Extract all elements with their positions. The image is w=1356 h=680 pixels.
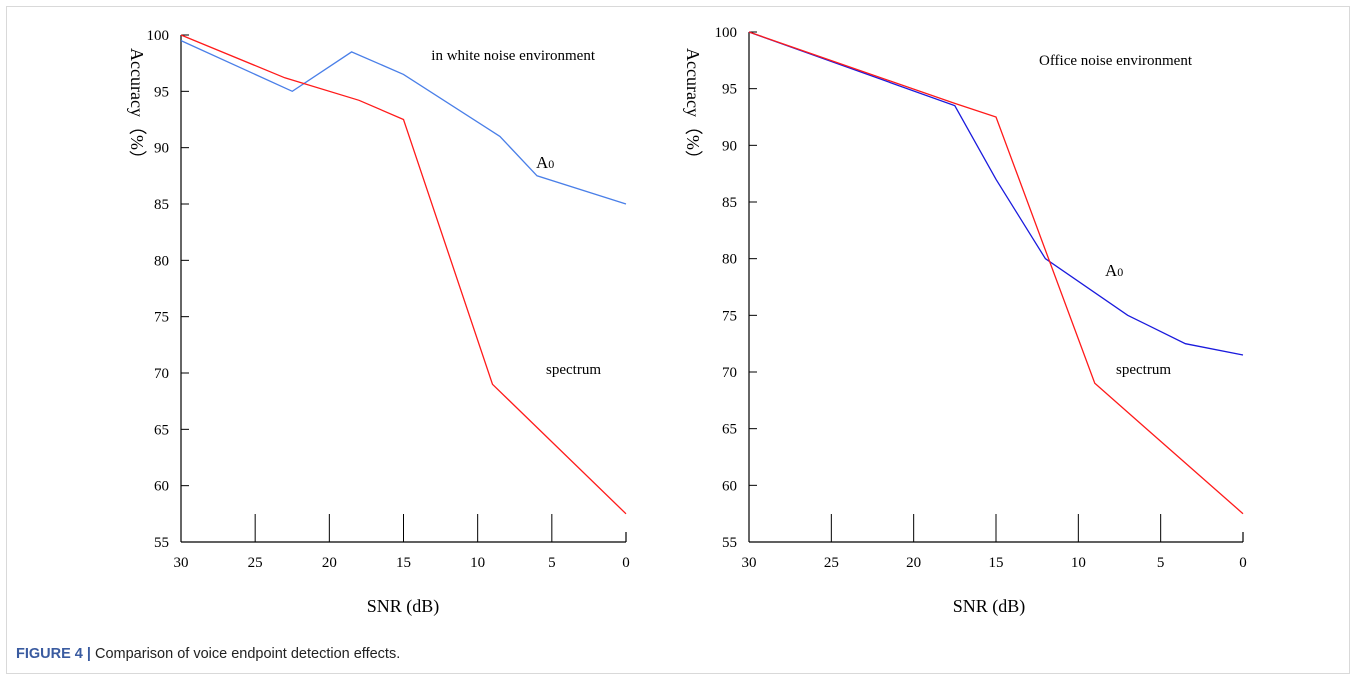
series-line-a0 [748, 31, 1244, 356]
y-tick-label: 55 [154, 535, 169, 551]
chart-annotation: in white noise environment [431, 48, 596, 64]
x-tick-label: 15 [989, 555, 1004, 571]
y-tick-label: 85 [722, 195, 737, 211]
y-tick-label: 60 [722, 478, 737, 494]
x-tick-label: 5 [1157, 555, 1165, 571]
y-tick-label: 65 [722, 422, 737, 438]
x-tick-label: 30 [742, 555, 757, 571]
y-axis-label: Accuracy（%） [127, 48, 147, 168]
chart-annotation: Office noise environment [1039, 53, 1193, 69]
y-tick-label: 90 [722, 138, 737, 154]
series-line-a0 [180, 40, 627, 205]
chart-office-noise: 55 60 65 70 75 80 85 90 95 100 30 25 20 15 10 5 0 SNR (dB… [683, 25, 1247, 617]
x-tick-label: 5 [548, 555, 556, 571]
caption-text: Comparison of voice endpoint detection e… [95, 646, 401, 662]
x-tick-label: 20 [906, 555, 921, 571]
series-line-spectrum [748, 31, 1244, 515]
caption-separator: | [86, 646, 91, 662]
x-tick-label: 30 [174, 555, 189, 571]
figure-caption: FIGURE 4 | Comparison of voice endpoint … [16, 646, 400, 662]
y-tick-label: 80 [154, 253, 169, 269]
x-tick-label: 0 [1239, 555, 1247, 571]
series-label-spectrum: spectrum [546, 362, 601, 378]
x-tick-label: 25 [248, 555, 263, 571]
y-tick-label: 70 [154, 366, 169, 382]
series-line-spectrum [180, 34, 627, 515]
y-tick-label: 90 [154, 141, 169, 157]
series-label-spectrum: spectrum [1116, 362, 1171, 378]
y-axis-label: Accuracy（%） [683, 48, 703, 168]
x-tick-label: 15 [396, 555, 411, 571]
series-label-a0: A0 [1105, 261, 1123, 280]
series-label-a0: A0 [536, 153, 554, 172]
chart-white-noise: 55 60 65 70 75 80 85 90 95 100 30 25 20 15 10 5 0 SNR (dB… [127, 28, 630, 617]
y-tick-label: 95 [722, 82, 737, 98]
y-tick-label: 60 [154, 479, 169, 495]
x-tick-label: 20 [322, 555, 337, 571]
y-tick-label: 55 [722, 535, 737, 551]
y-tick-label: 75 [154, 310, 169, 326]
y-tick-label: 70 [722, 365, 737, 381]
x-tick-label: 0 [622, 555, 630, 571]
y-tick-label: 75 [722, 308, 737, 324]
x-tick-label: 10 [470, 555, 485, 571]
y-tick-label: 80 [722, 252, 737, 268]
y-tick-label: 85 [154, 197, 169, 213]
x-axis-label: SNR (dB) [367, 596, 440, 617]
x-tick-label: 25 [824, 555, 839, 571]
y-tick-label: 65 [154, 422, 169, 438]
x-axis-label: SNR (dB) [953, 596, 1026, 617]
figure-border [6, 6, 1350, 674]
x-tick-label: 10 [1071, 555, 1086, 571]
y-tick-label: 100 [715, 25, 738, 41]
figure-label: FIGURE 4 [16, 646, 83, 662]
y-tick-label: 100 [147, 28, 170, 44]
y-tick-label: 95 [154, 84, 169, 100]
